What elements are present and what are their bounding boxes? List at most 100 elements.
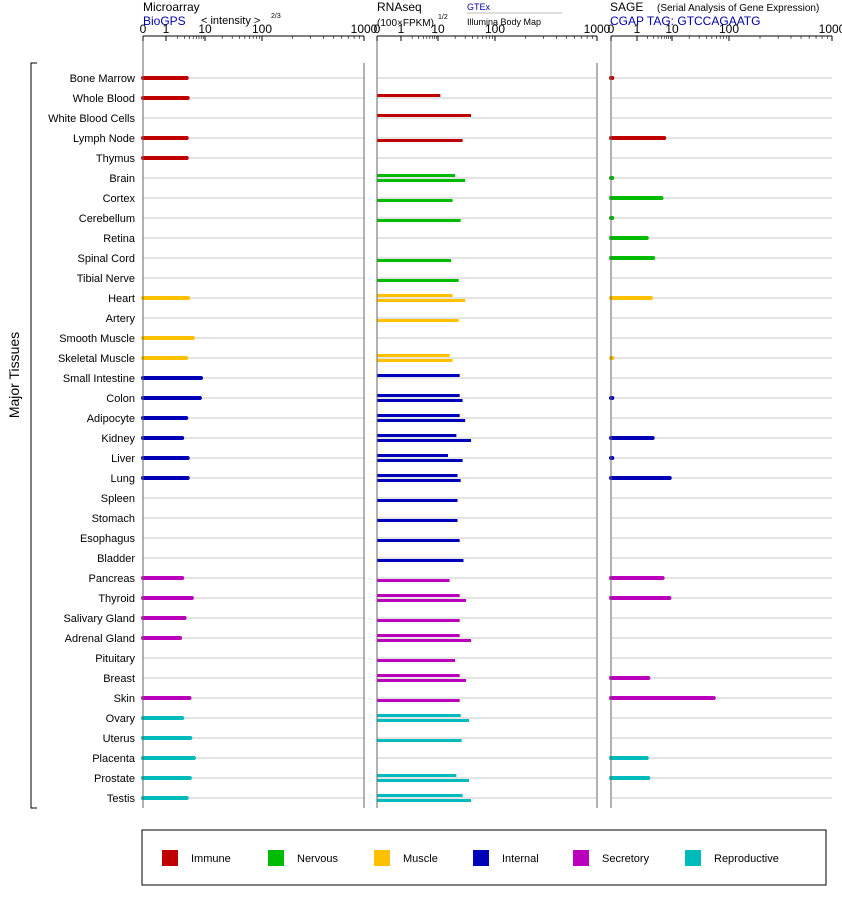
bodymap-bar [377, 639, 472, 642]
tissue-label: Bladder [97, 553, 135, 565]
microarray-tick-label: 10 [198, 22, 212, 36]
tissue-label: Spleen [101, 493, 135, 505]
rnaseq-unit: (100×FPKM) [377, 18, 434, 29]
bodymap-bar [377, 279, 459, 282]
bodymap-bar [377, 219, 461, 222]
rnaseq-tick-label: 1 [398, 22, 405, 36]
gtex-bar [377, 774, 457, 777]
tissue-label: Colon [106, 393, 135, 405]
tissue-label: Brain [109, 173, 135, 185]
bodymap-bar [377, 659, 456, 662]
microarray-source: BioGPS [143, 14, 186, 28]
sage-tick-label: 1 [634, 22, 641, 36]
microarray-tick-label: 1000 [351, 22, 378, 36]
tissue-label: Artery [106, 313, 136, 325]
bodymap-bar [377, 599, 467, 602]
rnaseq-legend-bodymap: Illumina Body Map [467, 17, 541, 27]
microarray-title: Microarray [143, 0, 200, 14]
gtex-bar [377, 794, 463, 797]
tissue-label: Breast [103, 673, 135, 685]
microarray-tick-label: 0 [140, 22, 147, 36]
microarray-unit-exp: 2/3 [271, 13, 281, 20]
tissue-label: Pancreas [89, 573, 136, 585]
gtex-bar [377, 94, 441, 97]
bodymap-bar [377, 579, 450, 582]
legend-label-muscle: Muscle [403, 853, 438, 865]
tissue-label: Cortex [103, 193, 136, 205]
legend-swatch-secretory [573, 850, 589, 866]
gtex-bar [377, 634, 460, 637]
rnaseq-unit-exp: 1/2 [438, 14, 448, 21]
bodymap-bar [377, 539, 460, 542]
tissue-label: Whole Blood [73, 93, 135, 105]
tissue-label: White Blood Cells [48, 113, 135, 125]
bodymap-bar [377, 199, 453, 202]
bodymap-bar [377, 399, 463, 402]
rnaseq-legend-gtex: GTEx [467, 2, 491, 12]
tissue-label: Bone Marrow [70, 73, 135, 85]
tissue-label: Adrenal Gland [65, 633, 135, 645]
bodymap-bar [377, 619, 460, 622]
tissue-label: Placenta [92, 753, 136, 765]
bodymap-bar [377, 299, 466, 302]
bodymap-bar [377, 719, 470, 722]
gtex-bar [377, 374, 460, 377]
tissue-label: Retina [103, 233, 136, 245]
tissue-label: Thyroid [98, 593, 135, 605]
tissue-label: Heart [108, 293, 135, 305]
bodymap-bar [377, 419, 466, 422]
rnaseq-tick-label: 10 [431, 22, 445, 36]
legend-label-immune: Immune [191, 853, 231, 865]
microarray-tick-label: 100 [252, 22, 272, 36]
bodymap-bar [377, 779, 470, 782]
tissue-label: Ovary [106, 713, 136, 725]
tissue-label: Spinal Cord [78, 253, 135, 265]
bodymap-bar [377, 439, 472, 442]
tissue-label: Testis [107, 793, 136, 805]
bodymap-bar [377, 559, 464, 562]
tissue-label: Pituitary [95, 653, 135, 665]
gtex-bar [377, 434, 457, 437]
sage-tick-label: 100 [719, 22, 739, 36]
sage-tick-label: 1000 [819, 22, 842, 36]
legend-label-internal: Internal [502, 853, 539, 865]
tissue-label: Esophagus [80, 533, 136, 545]
tissue-label: Smooth Muscle [59, 333, 135, 345]
tissue-label: Stomach [92, 513, 135, 525]
tissue-label: Prostate [94, 773, 135, 785]
sage-tick-label: 0 [608, 22, 615, 36]
gtex-bar [377, 294, 453, 297]
rnaseq-title: RNAseq [377, 0, 422, 14]
y-axis-label: Major Tissues [6, 332, 22, 418]
tissue-label: Tibial Nerve [77, 273, 135, 285]
legend-swatch-internal [473, 850, 489, 866]
y-axis-bracket [30, 62, 37, 809]
tissue-label: Uterus [103, 733, 136, 745]
sage-subtitle: (Serial Analysis of Gene Expression) [657, 3, 819, 14]
bodymap-bar [377, 319, 459, 322]
legend-swatch-reproductive [685, 850, 701, 866]
bodymap-bar [377, 359, 453, 362]
bodymap-bar [377, 679, 467, 682]
microarray-unit: < intensity > [201, 15, 260, 27]
bodymap-bar [377, 699, 460, 702]
tissue-label: Small Intestine [63, 373, 135, 385]
tissue-label: Lymph Node [73, 133, 135, 145]
bodymap-bar [377, 179, 466, 182]
bodymap-bar [377, 739, 462, 742]
bodymap-bar [377, 139, 463, 142]
tissue-label: Adipocyte [87, 413, 135, 425]
bodymap-bar [377, 799, 472, 802]
sage-tick-label: 10 [665, 22, 679, 36]
gtex-bar [377, 354, 450, 357]
bodymap-bar [377, 459, 463, 462]
gtex-bar [377, 594, 460, 597]
gtex-bar [377, 114, 472, 117]
gtex-bar [377, 414, 460, 417]
tissue-label: Lung [111, 473, 135, 485]
bodymap-bar [377, 519, 458, 522]
tissue-label: Salivary Gland [63, 613, 135, 625]
legend-swatch-nervous [268, 850, 284, 866]
bodymap-bar [377, 499, 458, 502]
